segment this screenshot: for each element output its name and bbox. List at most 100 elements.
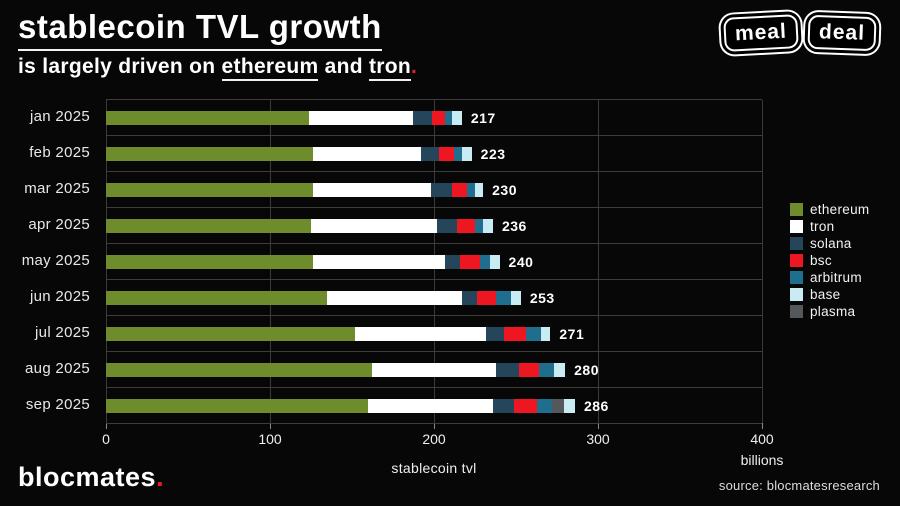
x-tick-mark [762, 423, 763, 429]
legend-swatch-bsc [790, 254, 803, 267]
bar-segment-arbitrum [479, 254, 490, 269]
bar-segment-solana [461, 290, 477, 305]
month-label: aug 2025 [25, 360, 90, 377]
bar-segment-plasma [552, 398, 564, 413]
bar-segment-base [489, 254, 500, 269]
bar-segment-base [540, 326, 551, 341]
month-label: jun 2025 [30, 288, 90, 305]
month-label: jul 2025 [35, 324, 90, 341]
stacked-bar [106, 218, 493, 233]
x-tick-mark [106, 423, 107, 429]
gridline-300 [598, 100, 599, 423]
bar-segment-tron [371, 362, 497, 377]
bar-segment-solana [493, 398, 515, 413]
bar-row-sep-2025: 286 [106, 388, 762, 424]
month-label: jan 2025 [30, 108, 90, 125]
legend-item-base: base [790, 286, 869, 303]
stacked-bar [106, 362, 566, 377]
bar-segment-bsc [452, 182, 467, 197]
legend-item-bsc: bsc [790, 252, 869, 269]
bar-segment-tron [309, 110, 413, 125]
legend-item-arbitrum: arbitrum [790, 269, 869, 286]
bar-segment-base [474, 182, 484, 197]
bar-segment-arbitrum [466, 182, 475, 197]
legend-label: base [810, 287, 841, 302]
bar-segment-ethereum [106, 398, 369, 413]
bar-total-label: 230 [492, 181, 517, 198]
legend-swatch-solana [790, 237, 803, 250]
bar-total-label: 271 [559, 325, 585, 342]
bar-total-label: 286 [583, 397, 609, 414]
bar-total-label: 280 [574, 361, 599, 378]
page-title: stablecoin TVL growth [18, 8, 382, 51]
subtitle-tron: tron [369, 55, 412, 81]
x-tick-mark [598, 423, 599, 429]
x-tick-mark [434, 423, 435, 429]
bar-segment-bsc [476, 290, 497, 305]
bar-segment-arbitrum [496, 290, 512, 305]
bar-segment-ethereum [106, 218, 311, 233]
bar-segment-tron [312, 182, 431, 197]
legend-label: solana [810, 236, 852, 251]
bar-segment-arbitrum [525, 326, 541, 341]
bar-segment-solana [437, 218, 457, 233]
bar-segment-tron [327, 290, 462, 305]
bar-row-jan-2025: 217 [106, 100, 762, 136]
bar-segment-arbitrum [538, 362, 554, 377]
legend: ethereum tron solana bsc arbitrum base plasma [790, 201, 869, 320]
legend-item-plasma: plasma [790, 303, 869, 320]
bar-total-label: 223 [480, 145, 506, 162]
bar-row-mar-2025: 230 [106, 172, 762, 208]
bar-segment-bsc [504, 326, 526, 341]
month-label: feb 2025 [29, 144, 90, 161]
bar-segment-base [553, 362, 566, 377]
month-label: sep 2025 [25, 396, 90, 413]
bar-segment-ethereum [106, 290, 328, 305]
bar-segment-bsc [514, 398, 538, 413]
bar-row-may-2025: 240 [106, 244, 762, 280]
bar-row-jun-2025: 253 [106, 280, 762, 316]
bar-segment-bsc [519, 362, 539, 377]
bar-segment-solana [412, 110, 433, 125]
bar-segment-base [452, 110, 462, 125]
bar-segment-tron [368, 398, 494, 413]
bar-segment-base [483, 218, 493, 233]
legend-swatch-plasma [790, 305, 803, 318]
month-label: apr 2025 [28, 216, 90, 233]
bar-segment-base [511, 290, 521, 305]
stacked-bar [106, 326, 551, 341]
bar-segment-bsc [460, 254, 480, 269]
bar-segment-base [461, 146, 472, 161]
legend-swatch-base [790, 288, 803, 301]
legend-swatch-ethereum [790, 203, 803, 216]
bar-segment-ethereum [106, 254, 313, 269]
x-tick-mark [270, 423, 271, 429]
legend-label: bsc [810, 253, 832, 268]
logo-word-meal: meal [722, 14, 799, 52]
bar-segment-arbitrum [474, 218, 484, 233]
stacked-bar [106, 146, 472, 161]
x-tick-label: 400 [750, 431, 774, 447]
bar-segment-solana [430, 182, 453, 197]
legend-label: plasma [810, 304, 856, 319]
stacked-bar [106, 290, 521, 305]
page-subtitle: is largely driven on ethereum and tron. [18, 55, 417, 81]
bar-total-label: 236 [501, 217, 527, 234]
bar-segment-solana [445, 254, 461, 269]
stacked-bar [106, 110, 462, 125]
gridline-400 [762, 100, 763, 423]
bar-segment-tron [311, 218, 438, 233]
stacked-bar [106, 254, 500, 269]
x-tick-label: 300 [586, 431, 610, 447]
subtitle-prefix: is largely driven on [18, 55, 222, 78]
source-credit: source: blocmatesresearch [718, 478, 880, 493]
bar-segment-solana [496, 362, 520, 377]
bar-segment-ethereum [106, 182, 313, 197]
brand-logo: blocmates. [18, 462, 165, 492]
bar-segment-base [563, 398, 575, 413]
bar-segment-tron [312, 146, 421, 161]
subtitle-ethereum: ethereum [221, 55, 319, 81]
bar-segment-solana [486, 326, 505, 341]
legend-item-solana: solana [790, 235, 869, 252]
